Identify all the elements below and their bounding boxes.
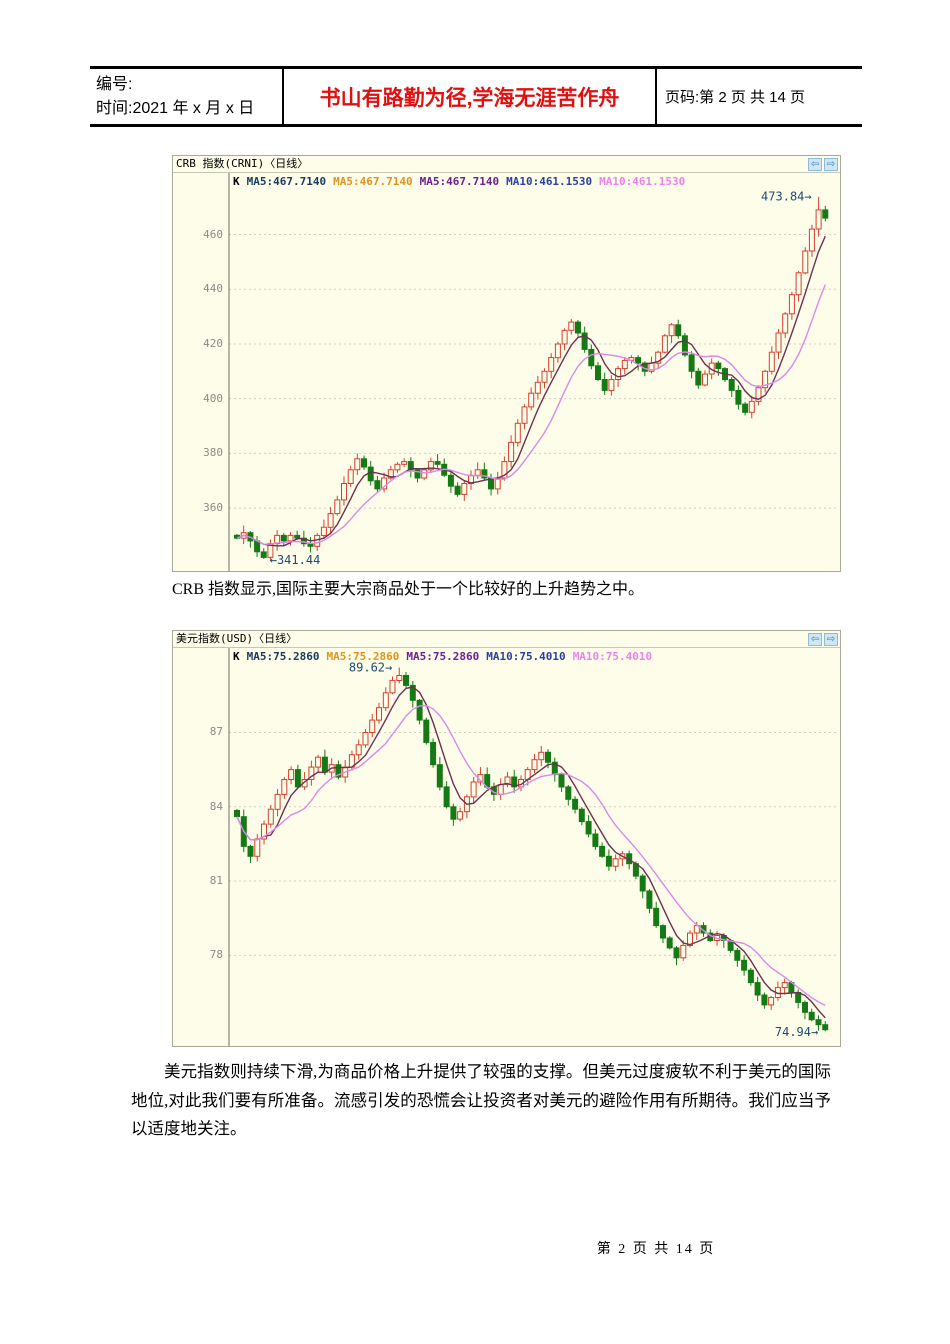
indicator-value: MA5:467.7140 xyxy=(419,175,500,188)
svg-text:89.62→: 89.62→ xyxy=(349,661,392,675)
chart-scroll-buttons: ⇦ ⇨ xyxy=(808,157,838,171)
header-table: 编号: 时间:2021 年 x 月 x 日 书山有路勤为径,学海无涯苦作舟 页码… xyxy=(90,66,862,127)
scroll-left-icon[interactable]: ⇦ xyxy=(808,157,822,171)
y-axis-tick: 400 xyxy=(203,391,223,405)
y-axis-tick: 81 xyxy=(209,874,223,888)
crb-caption: CRB 指数显示,国际主要大宗商品处于一个比较好的上升趋势之中。 xyxy=(172,581,645,598)
indicator-value: MA10:461.1530 xyxy=(599,175,686,188)
y-axis-tick: 380 xyxy=(203,446,223,460)
indicator-value: MA10:75.4010 xyxy=(486,650,566,663)
time-label: 时间:2021 年 x 月 x 日 xyxy=(96,100,255,117)
y-axis-tick: 360 xyxy=(203,501,223,515)
usd-paragraph: 美元指数则持续下滑,为商品价格上升提供了较强的支撑。但美元过度疲软不利于美元的国… xyxy=(131,1062,831,1138)
indicator-value: K xyxy=(233,175,240,188)
crb-candlestick-plot: 473.84→ ←341.44 xyxy=(228,173,838,571)
svg-text:←341.44: ←341.44 xyxy=(270,553,321,567)
indicator-value: MA5:75.2860 xyxy=(406,650,480,663)
indicator-value: MA10:75.4010 xyxy=(572,650,653,663)
indicator-value: K xyxy=(233,650,240,663)
crb-chart-title: CRB 指数(CRNI)〈日线〉 xyxy=(176,157,309,170)
motto-text: 书山有路勤为径,学海无涯苦作舟 xyxy=(319,86,620,110)
y-axis-tick: 87 xyxy=(209,725,223,739)
page-number-label: 页码:第 2 页 共 14 页 xyxy=(665,89,806,106)
indicator-value: MA10:461.1530 xyxy=(506,175,593,188)
y-axis-tick: 440 xyxy=(203,282,223,296)
header-cell-page: 页码:第 2 页 共 14 页 xyxy=(655,69,860,124)
header-cell-number-time: 编号: 时间:2021 年 x 月 x 日 xyxy=(90,69,282,124)
chart-scroll-buttons: ⇦ ⇨ xyxy=(808,632,838,646)
svg-text:74.94→: 74.94→ xyxy=(775,1025,818,1039)
crb-chart-titlebar: CRB 指数(CRNI)〈日线〉 ⇦ ⇨ xyxy=(173,156,840,173)
scroll-left-icon[interactable]: ⇦ xyxy=(808,632,822,646)
number-label: 编号: xyxy=(96,76,133,93)
usd-chart-title: 美元指数(USD)〈日线〉 xyxy=(176,632,298,645)
y-axis-tick: 84 xyxy=(209,799,223,813)
usd-indicator-row: K MA5:75.2860 MA5:75.2860 MA5:75.2860 MA10:7… xyxy=(233,650,659,663)
usd-chart-body: 89.62→ 74.94→ K MA5:75.2860 MA5:75.2860 MA5:… xyxy=(173,648,840,1046)
page-footer: 第 2 页 共 14 页 xyxy=(596,1242,716,1257)
crb-chart-body: 473.84→ ←341.44 K MA5:467.7140 MA5:467.7140… xyxy=(173,173,840,571)
header-cell-motto: 书山有路勤为径,学海无涯苦作舟 xyxy=(282,69,655,124)
svg-text:473.84→: 473.84→ xyxy=(761,190,812,204)
usd-chart-window: 美元指数(USD)〈日线〉 ⇦ ⇨ 89.62→ 74.94→ K MA5:75.2… xyxy=(172,630,841,1047)
y-axis-tick: 460 xyxy=(203,227,223,241)
usd-candlestick-plot: 89.62→ 74.94→ xyxy=(228,648,838,1046)
y-axis-tick: 78 xyxy=(209,948,223,962)
indicator-value: MA5:467.7140 xyxy=(246,175,327,188)
scroll-right-icon[interactable]: ⇨ xyxy=(824,157,838,171)
y-axis-tick: 420 xyxy=(203,336,223,350)
indicator-value: MA5:75.2860 xyxy=(326,650,400,663)
indicator-value: MA5:75.2860 xyxy=(246,650,320,663)
indicator-value: MA5:467.7140 xyxy=(333,175,413,188)
crb-chart-window: CRB 指数(CRNI)〈日线〉 ⇦ ⇨ 473.84→ ←341.44 K MA5… xyxy=(172,155,841,572)
usd-chart-titlebar: 美元指数(USD)〈日线〉 ⇦ ⇨ xyxy=(173,631,840,648)
scroll-right-icon[interactable]: ⇨ xyxy=(824,632,838,646)
crb-indicator-row: K MA5:467.7140 MA5:467.7140 MA5:467.7140 MA1… xyxy=(233,175,692,188)
